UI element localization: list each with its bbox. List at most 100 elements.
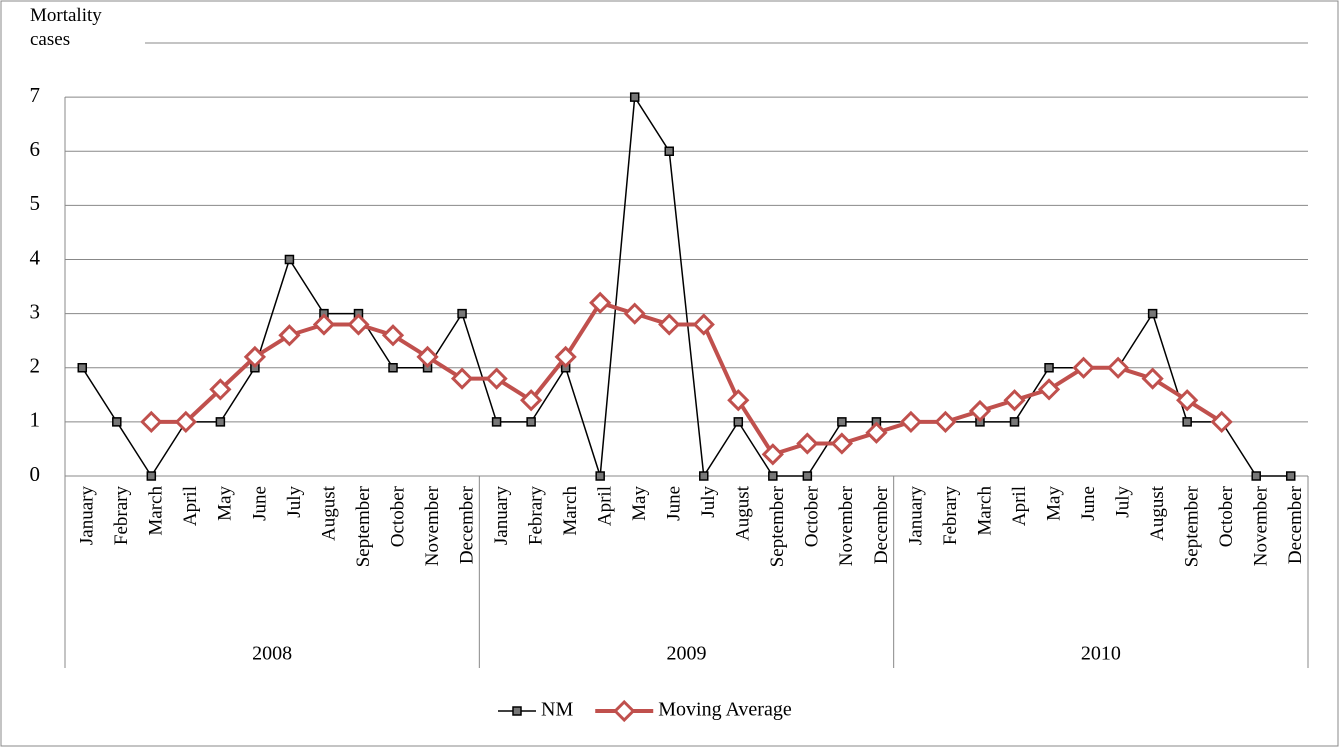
x-tick-label: September: [353, 485, 374, 567]
data-point: [278, 324, 301, 347]
x-tick-label: November: [1251, 485, 1272, 566]
x-tick-label: November: [836, 485, 857, 566]
legend-marker: [512, 706, 522, 716]
y-tick-label: 0: [30, 462, 41, 486]
data-point: [526, 417, 536, 427]
x-tick-label: October: [802, 485, 823, 547]
x-tick-label: October: [1216, 485, 1237, 547]
x-tick-label: May: [1043, 486, 1064, 521]
data-point: [733, 417, 744, 427]
data-point: [388, 363, 398, 373]
x-tick-label: April: [180, 486, 201, 526]
data-point: [312, 313, 336, 336]
data-point: [796, 432, 819, 455]
data-point: [589, 291, 612, 314]
data-point: [457, 308, 467, 319]
data-point: [520, 389, 543, 412]
legend-label: Moving Average: [658, 699, 792, 721]
data-point: [491, 417, 502, 427]
x-tick-label: September: [767, 485, 788, 567]
group-label: 2009: [667, 643, 707, 665]
x-tick-label: November: [422, 485, 443, 566]
data-point: [664, 146, 674, 156]
y-tick-label: 6: [30, 137, 41, 161]
data-point: [1210, 410, 1233, 433]
data-point: [830, 432, 853, 455]
data-point: [1009, 417, 1020, 427]
x-tick-label: October: [387, 485, 408, 547]
data-point: [1072, 356, 1095, 379]
legend-marker: [613, 699, 636, 723]
x-tick-label: December: [871, 485, 892, 564]
data-point: [1003, 389, 1026, 412]
x-tick-label: January: [905, 486, 926, 546]
data-point: [761, 443, 784, 466]
x-tick-label: August: [1147, 485, 1168, 541]
x-tick-label: July: [698, 486, 719, 518]
data-point: [416, 345, 439, 369]
data-point: [112, 417, 122, 427]
data-point: [768, 471, 778, 481]
data-point: [968, 399, 992, 423]
x-tick-label: Febrary: [940, 486, 961, 546]
data-point: [727, 389, 750, 412]
group-label: 2010: [1081, 643, 1121, 665]
data-point: [1044, 363, 1054, 373]
x-tick-label: July: [284, 486, 305, 518]
data-point: [865, 421, 888, 444]
data-point: [1147, 308, 1158, 319]
data-point: [692, 313, 715, 336]
y-axis-label: Mortality cases: [30, 5, 107, 50]
x-tick-label: May: [215, 486, 236, 521]
x-tick-label: March: [974, 486, 995, 536]
data-point: [381, 324, 405, 347]
data-point: [554, 345, 577, 369]
data-point: [485, 367, 508, 390]
data-point: [802, 471, 813, 481]
data-point: [77, 363, 88, 373]
x-tick-label: Febrary: [525, 486, 546, 546]
data-point: [1106, 356, 1130, 379]
x-tick-label: June: [664, 486, 685, 521]
data-point: [658, 313, 681, 336]
x-tick-label: December: [1285, 485, 1306, 564]
data-point: [215, 417, 226, 427]
data-point: [629, 92, 640, 102]
data-point: [1251, 471, 1261, 481]
y-tick-label: 3: [30, 299, 41, 323]
data-point: [140, 410, 163, 433]
data-point: [243, 345, 267, 369]
group-label: 2008: [252, 643, 292, 665]
data-point: [623, 302, 646, 325]
x-tick-label: August: [318, 485, 339, 541]
data-point: [595, 471, 605, 481]
data-point: [1037, 378, 1061, 401]
data-point: [934, 410, 957, 433]
data-point: [146, 471, 157, 481]
data-point: [209, 378, 232, 401]
data-point: [837, 417, 847, 427]
data-point: [284, 254, 295, 265]
data-point: [1182, 417, 1192, 427]
x-tick-label: Febrary: [111, 486, 132, 546]
data-point: [1285, 471, 1296, 481]
data-point: [450, 367, 474, 390]
x-tick-label: April: [595, 486, 616, 526]
x-tick-label: December: [456, 485, 477, 564]
y-tick-label: 7: [30, 83, 41, 107]
y-tick-label: 5: [30, 191, 41, 215]
legend-label: NM: [541, 699, 573, 721]
x-tick-label: May: [629, 486, 650, 521]
x-tick-label: June: [249, 486, 270, 521]
data-point: [1141, 367, 1164, 390]
x-tick-label: March: [146, 486, 167, 536]
x-tick-label: January: [77, 486, 98, 546]
x-tick-label: September: [1182, 485, 1203, 567]
data-point: [1176, 389, 1199, 412]
x-tick-label: June: [1078, 486, 1099, 521]
data-point: [347, 313, 370, 336]
data-point: [699, 471, 709, 481]
data-point: [174, 410, 197, 433]
y-tick-label: 4: [30, 245, 41, 269]
